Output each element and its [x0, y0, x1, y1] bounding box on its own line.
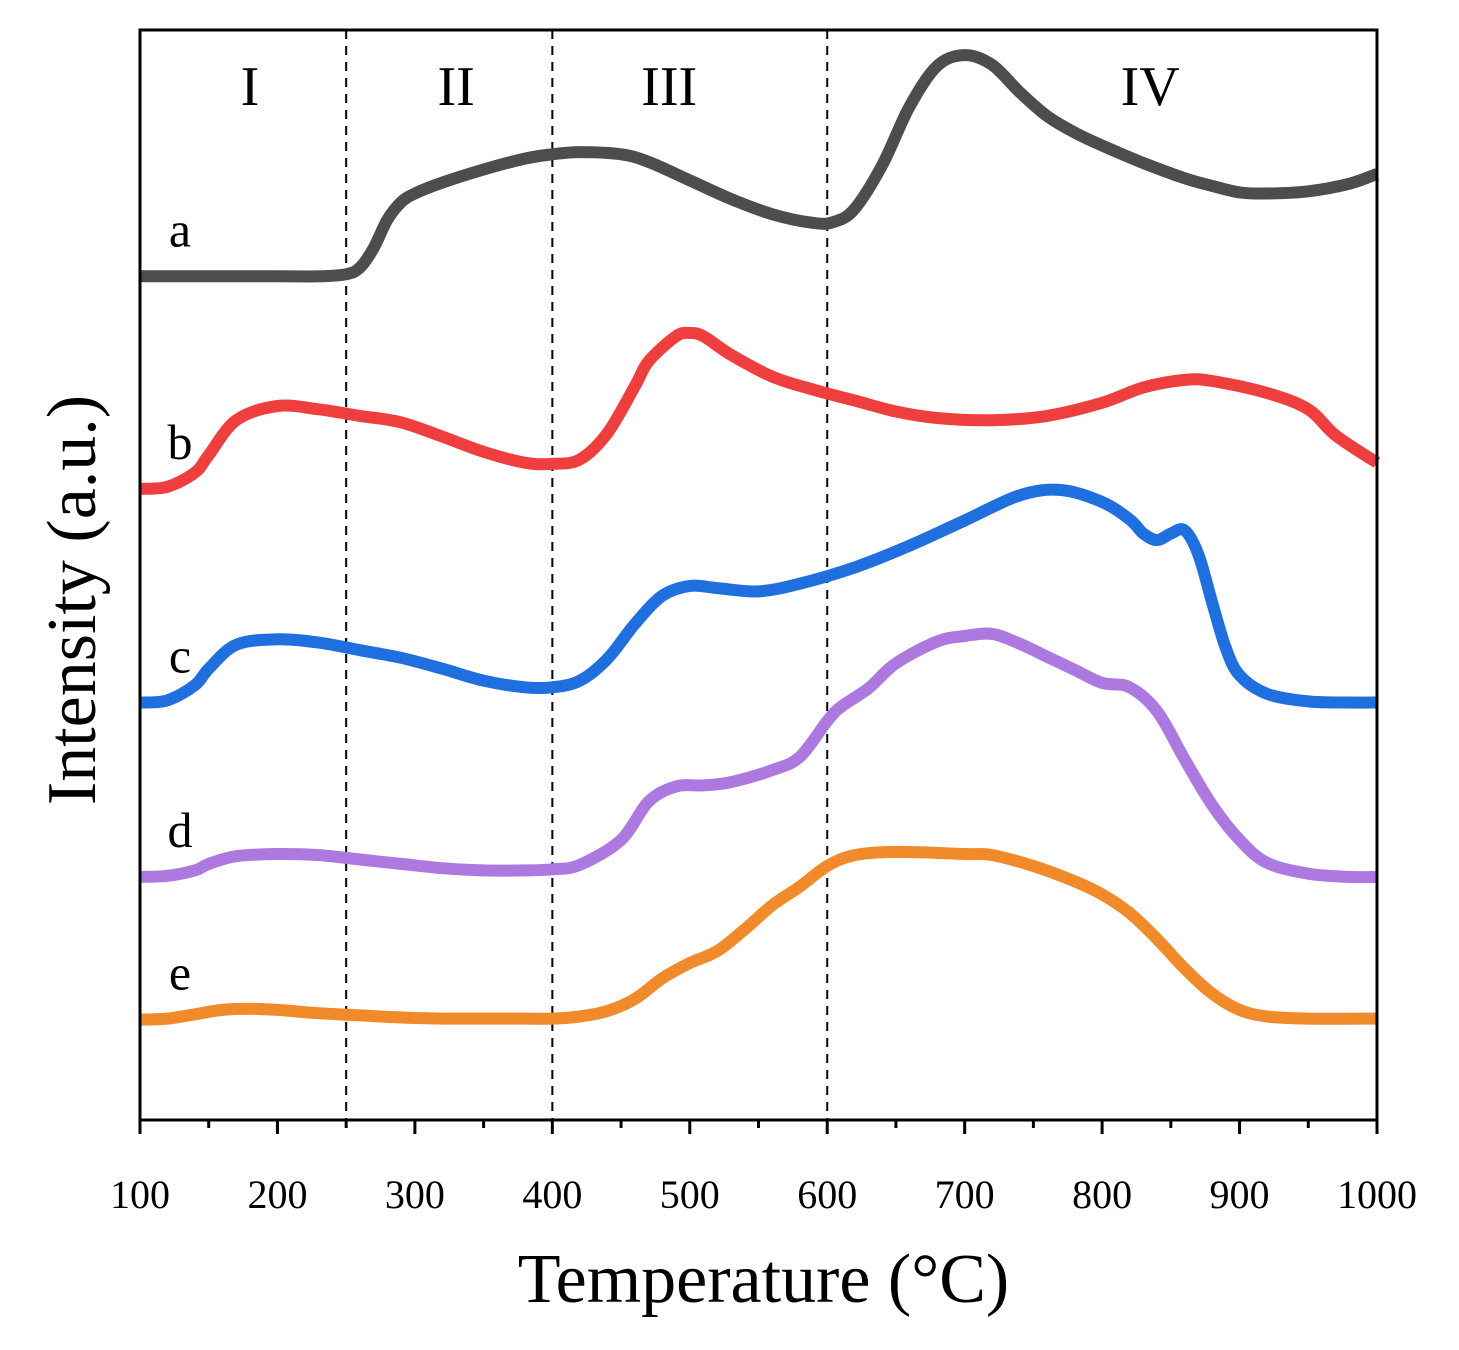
x-tick-label-1000: 1000 — [1337, 1172, 1417, 1217]
x-tick-label-900: 900 — [1210, 1172, 1270, 1217]
series-line-c — [139, 483, 1378, 709]
series-label-d: d — [168, 802, 193, 858]
region-labels: I II III IV — [241, 56, 1180, 118]
x-tick-label-800: 800 — [1072, 1172, 1132, 1217]
region-label-III: III — [641, 56, 697, 118]
x-tick-label-400: 400 — [522, 1172, 582, 1217]
series-line-d — [139, 627, 1378, 884]
plot-frame — [138, 28, 1379, 1122]
region-label-II: II — [437, 56, 474, 118]
x-axis-ticks — [138, 1120, 1379, 1134]
y-axis-title: Intensity (a.u.) — [34, 395, 111, 805]
x-tick-label-600: 600 — [797, 1172, 857, 1217]
x-tick-label-300: 300 — [385, 1172, 445, 1217]
region-label-IV: IV — [1121, 56, 1180, 118]
series-line-a — [140, 49, 1380, 283]
series-label-c: c — [169, 628, 191, 684]
x-axis-title: Temperature (°C) — [518, 1241, 1009, 1318]
series-label-e: e — [169, 945, 191, 1001]
series-label-a: a — [169, 201, 191, 257]
series-lines — [139, 49, 1381, 1026]
series-labels: a b c d e — [168, 201, 193, 1000]
x-tick-label-200: 200 — [247, 1172, 307, 1217]
series-line-e — [139, 845, 1378, 1026]
series-label-b: b — [168, 414, 193, 470]
x-tick-label-100: 100 — [110, 1172, 170, 1217]
x-tick-label-500: 500 — [660, 1172, 720, 1217]
x-axis-tick-labels: 100 200 300 400 500 600 700 800 900 1000 — [110, 1172, 1417, 1217]
series-line-b — [139, 326, 1381, 495]
x-tick-label-700: 700 — [935, 1172, 995, 1217]
region-label-I: I — [241, 56, 260, 118]
